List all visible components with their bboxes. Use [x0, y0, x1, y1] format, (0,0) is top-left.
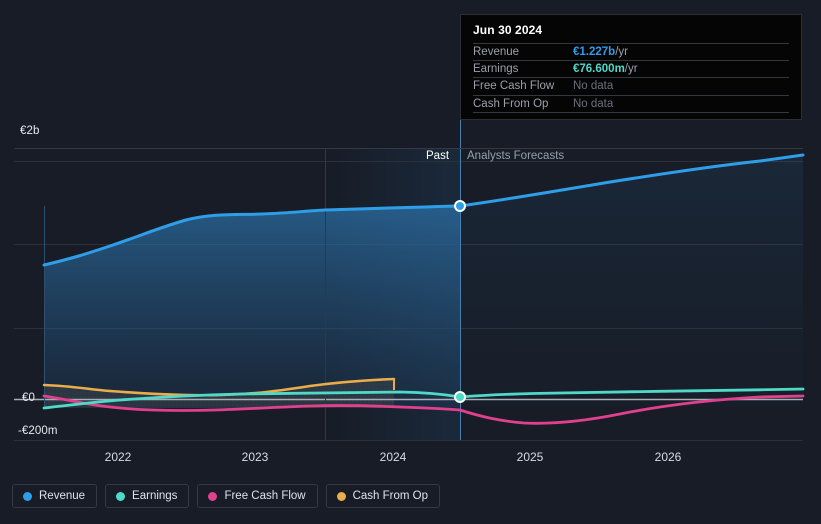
marker-earnings[interactable] — [454, 391, 466, 403]
legend-label-cash-from-op: Cash From Op — [352, 490, 429, 502]
tooltip-label-earnings: Earnings — [473, 63, 519, 76]
x-axis-label-2024: 2024 — [379, 450, 407, 464]
tooltip-bottom-rule — [473, 111, 789, 113]
legend-dot-revenue — [23, 491, 32, 501]
tooltip-date: Jun 30 2024 — [473, 23, 543, 37]
y-axis-label-bottom: -€200m — [18, 425, 58, 437]
tooltip-row-cash-from-op: Cash From Op No data — [473, 94, 789, 112]
tooltip-row-revenue: Revenue €1.227b/yr — [473, 43, 789, 60]
legend-label-earnings: Earnings — [132, 490, 178, 502]
tooltip-row-earnings: Earnings €76.600m/yr — [473, 60, 789, 77]
tooltip-unit-revenue: /yr — [615, 46, 628, 59]
series-line-earnings-past — [42, 390, 462, 410]
x-axis-label-2025: 2025 — [516, 450, 544, 464]
tooltip-label-revenue: Revenue — [473, 46, 520, 59]
x-axis-label-2022: 2022 — [104, 450, 132, 464]
series-line-free-cash-flow-past — [42, 394, 462, 412]
revenue-area-forecast — [460, 155, 803, 407]
y-axis-label-top: €2b — [20, 125, 40, 137]
x-axis-label-2023: 2023 — [241, 450, 269, 464]
legend-dot-free-cash-flow — [208, 491, 218, 501]
legend-label-revenue: Revenue — [39, 490, 86, 502]
tooltip-amount-earnings: €76.600m — [573, 63, 625, 76]
forecast-band-label: Analysts Forecasts — [467, 150, 565, 162]
y-axis-label-zero: €0 — [22, 392, 35, 404]
tooltip-value-revenue: €1.227b/yr — [573, 46, 628, 58]
chart-tooltip: Jun 30 2024 Revenue €1.227b/yr Earnings … — [460, 14, 802, 120]
legend-label-free-cash-flow: Free Cash Flow — [224, 490, 306, 502]
revenue-area-past — [44, 206, 460, 407]
tooltip-amount-revenue: €1.227b — [573, 46, 616, 59]
legend-dot-earnings — [116, 491, 126, 501]
tooltip-label-cash-from-op: Cash From Op — [473, 97, 549, 110]
tooltip-value-free-cash-flow: No data — [573, 80, 614, 93]
x-axis-label-2026: 2026 — [654, 450, 682, 464]
series-line-free-cash-flow-forecast — [458, 394, 805, 425]
legend-item-earnings[interactable]: Earnings — [105, 484, 190, 508]
legend-item-revenue[interactable]: Revenue — [12, 484, 98, 508]
lower-series-hatch — [44, 379, 394, 408]
legend-item-cash-from-op[interactable]: Cash From Op — [325, 484, 441, 508]
tooltip-row-free-cash-flow: Free Cash Flow No data — [473, 77, 789, 94]
chart-legend: Revenue Earnings Free Cash Flow Cash Fro… — [12, 484, 441, 508]
legend-item-free-cash-flow[interactable]: Free Cash Flow — [197, 484, 318, 508]
tooltip-label-free-cash-flow: Free Cash Flow — [473, 80, 555, 93]
marker-revenue[interactable] — [454, 200, 466, 212]
legend-dot-cash-from-op — [336, 491, 346, 501]
tooltip-value-earnings: €76.600m/yr — [573, 63, 638, 75]
series-line-revenue-past — [42, 204, 462, 267]
past-band-label: Past — [426, 150, 450, 162]
tooltip-unit-earnings: /yr — [624, 63, 638, 76]
tooltip-value-cash-from-op: No data — [573, 97, 614, 110]
series-line-revenue-forecast — [458, 153, 805, 208]
series-line-earnings-forecast — [458, 387, 805, 399]
